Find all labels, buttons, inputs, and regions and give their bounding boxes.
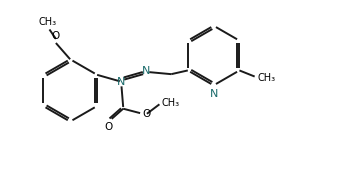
Text: CH₃: CH₃ xyxy=(161,98,180,108)
Text: CH₃: CH₃ xyxy=(257,73,275,83)
Text: N: N xyxy=(142,66,150,76)
Text: N: N xyxy=(117,77,126,87)
Text: CH₃: CH₃ xyxy=(38,17,56,27)
Text: O: O xyxy=(142,109,151,119)
Text: O: O xyxy=(105,122,113,132)
Text: N: N xyxy=(210,89,218,99)
Text: O: O xyxy=(51,31,59,41)
